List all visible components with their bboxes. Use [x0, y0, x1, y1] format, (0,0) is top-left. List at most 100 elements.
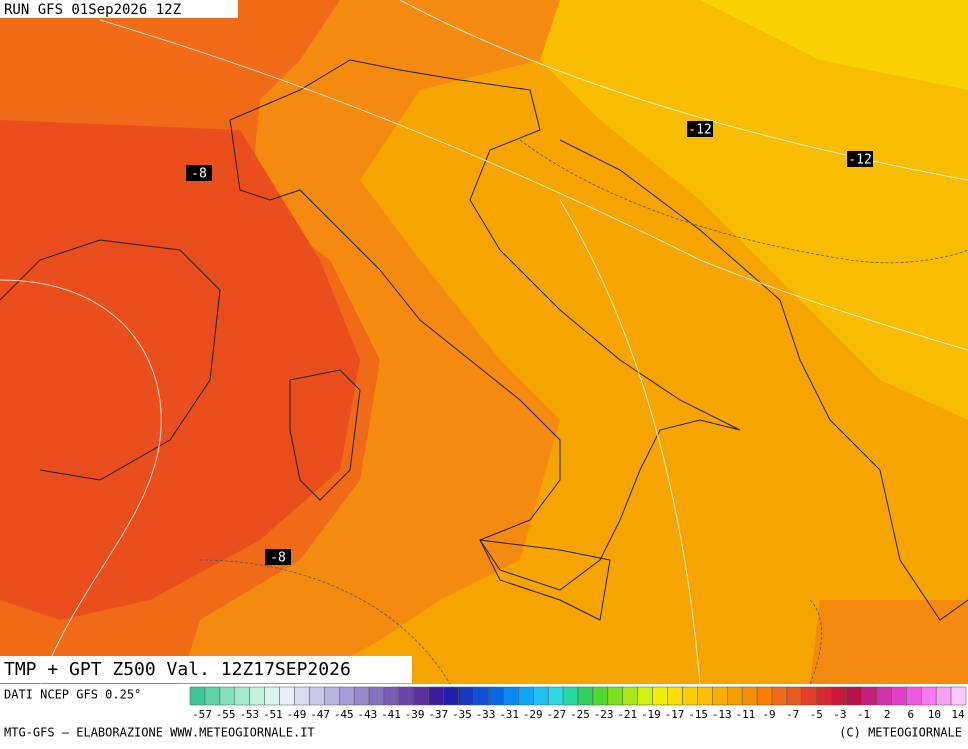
run-label: RUN GFS 01Sep2026 12Z: [4, 2, 181, 18]
colorbar-swatch: [652, 686, 668, 706]
coastline: [479, 539, 611, 621]
colorbar-swatch: [518, 686, 534, 706]
colorbar-label: -17: [665, 708, 685, 721]
colorbar-label: -27: [546, 708, 566, 721]
isohypse: [559, 199, 701, 685]
coastline: [0, 239, 221, 481]
colorbar-label: -19: [641, 708, 661, 721]
colorbar-swatch: [353, 686, 370, 706]
title-box: [0, 656, 412, 683]
colorbar-swatch: [741, 686, 758, 706]
colorbar-swatch: [219, 686, 236, 706]
colorbar-label: 14: [951, 708, 965, 721]
colorbar-label: -37: [428, 708, 448, 721]
colorbar-swatch: [920, 686, 937, 706]
map-title: TMP + GPT Z500 Val. 12Z17SEP2026: [4, 659, 351, 680]
colorbar-swatch: [383, 686, 400, 706]
contour-label-box: [847, 151, 873, 167]
colorbar-swatch: [547, 686, 564, 706]
colorbar-swatch: [204, 686, 221, 706]
header-box: [0, 0, 238, 18]
colorbar-swatch: [592, 686, 609, 706]
colorbar-label: -31: [499, 708, 519, 721]
colorbar-swatch: [413, 686, 430, 706]
contour-label: -12: [848, 153, 871, 168]
colorbar-swatch: [786, 686, 803, 706]
isotherm: [809, 599, 822, 685]
colorbar-label: -35: [452, 708, 472, 721]
colorbar-swatch: [249, 686, 265, 706]
colorbar-swatch: [607, 686, 624, 706]
mid-zone: [810, 600, 968, 684]
colorbar-swatch: [458, 686, 474, 706]
colorbar-swatch: [294, 686, 310, 706]
colorbar-swatch: [264, 686, 280, 706]
colorbar-swatch: [324, 686, 340, 706]
colorbar-label: -21: [617, 708, 637, 721]
colorbar-label: -29: [523, 708, 543, 721]
colorbar-label: -13: [712, 708, 732, 721]
contour-label: -12: [688, 123, 711, 138]
colorbar-swatch: [682, 686, 698, 706]
isohypse: [0, 279, 162, 685]
colorbar-swatch: [816, 686, 832, 706]
contour-label-box: [186, 165, 212, 181]
colorbar-swatch: [861, 686, 877, 706]
colorbar-swatch: [562, 686, 579, 706]
credit-right: (C) METEOGIORNALE: [839, 726, 962, 740]
colorbar-label: -1: [857, 708, 870, 721]
colorbar-swatch: [831, 686, 847, 706]
colorbar-swatch: [906, 686, 922, 706]
coastline: [229, 59, 741, 591]
colorbar-label: -15: [688, 708, 708, 721]
colorbar-swatch: [309, 686, 325, 706]
colorbar-label: 6: [907, 708, 914, 721]
colorbar-label: -23: [594, 708, 614, 721]
colorbar-label: -33: [476, 708, 496, 721]
contour-label: -8: [191, 167, 207, 182]
contour-label-box: [265, 549, 291, 565]
warm-zone: [540, 0, 968, 420]
colorbar-swatch: [368, 686, 385, 706]
colorbar-label: -43: [357, 708, 377, 721]
colorbar-swatch: [503, 686, 519, 706]
colorbar-label: -7: [786, 708, 799, 721]
colorbar-label: -49: [287, 708, 307, 721]
colorbar-label: -57: [192, 708, 212, 721]
isotherm: [519, 139, 968, 264]
credit-left: MTG-GFS — ELABORAZIONE WWW.METEOGIORNALE…: [4, 726, 315, 740]
colorbar-label: -11: [735, 708, 755, 721]
cold-zone: [0, 120, 360, 620]
colorbar-swatch: [279, 686, 295, 706]
colorbar-swatch: [697, 686, 713, 706]
colorbar-label: 2: [884, 708, 891, 721]
colorbar-swatch: [234, 686, 250, 706]
source-label: DATI NCEP GFS 0.25°: [4, 688, 141, 702]
colorbar-swatch: [577, 686, 594, 706]
colorbar-swatch: [398, 686, 415, 706]
colorbar-swatch: [771, 686, 788, 706]
warm-zone: [700, 0, 968, 90]
colorbar-swatch: [935, 686, 952, 706]
colorbar-swatch: [726, 686, 743, 706]
colorbar-swatch: [532, 686, 549, 706]
colorbar-label: -53: [239, 708, 259, 721]
contour-label-box: [687, 121, 713, 137]
colorbar-label: -51: [263, 708, 283, 721]
colorbar-label: -39: [405, 708, 425, 721]
colorbar-swatch: [756, 686, 773, 706]
colorbar-swatch: [891, 686, 907, 706]
colorbar-swatch: [667, 686, 683, 706]
colorbar-swatch: [443, 686, 459, 706]
colorbar-swatch: [801, 686, 818, 706]
colorbar-swatch: [846, 686, 862, 706]
isohypse: [99, 19, 968, 351]
colorbar-label: -9: [762, 708, 775, 721]
colorbar-swatch: [622, 686, 638, 706]
contour-label: -8: [270, 551, 286, 566]
isohypse: [399, 0, 968, 181]
colorbar-swatch: [488, 686, 504, 706]
colorbar-label: -41: [381, 708, 401, 721]
